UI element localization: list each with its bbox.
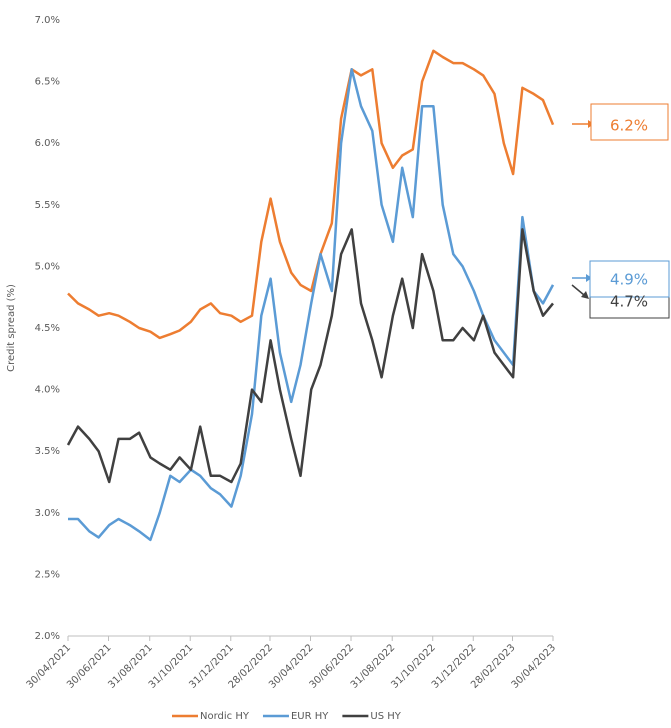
y-tick-label: 3.5%	[35, 446, 60, 457]
callouts: 6.2% 4.9% 4.7%	[571, 103, 670, 319]
y-tick-label: 4.5%	[35, 323, 60, 334]
legend-label: EUR HY	[291, 711, 329, 722]
annotation: 4.7%	[610, 293, 648, 311]
y-tick-label: 5.0%	[35, 261, 60, 272]
callout-box	[589, 260, 670, 298]
series-line	[67, 49, 555, 340]
callout-box	[590, 103, 669, 141]
y-tick-label: 3.0%	[35, 508, 60, 519]
y-axis-label: Credit spread (%)	[6, 284, 17, 372]
y-tick-label: 4.0%	[35, 385, 60, 396]
legend-label: US HY	[370, 711, 401, 722]
legend-label: Nordic HY	[200, 711, 250, 722]
y-tick-label: 6.5%	[35, 77, 60, 88]
y-tick-label: 2.0%	[35, 631, 60, 642]
y-tick-label: 5.5%	[35, 200, 60, 211]
y-tick-label: 6.0%	[35, 138, 60, 149]
arrow	[571, 284, 585, 296]
annotation: 6.2%	[610, 117, 648, 135]
arrow-head	[586, 274, 592, 282]
annotation: 4.9%	[610, 271, 648, 289]
arrow-head	[581, 291, 589, 299]
y-tick-label: 2.5%	[35, 569, 60, 580]
series-line	[66, 228, 554, 484]
y-tick-label: 7.0%	[35, 15, 60, 26]
series-line	[68, 68, 555, 542]
